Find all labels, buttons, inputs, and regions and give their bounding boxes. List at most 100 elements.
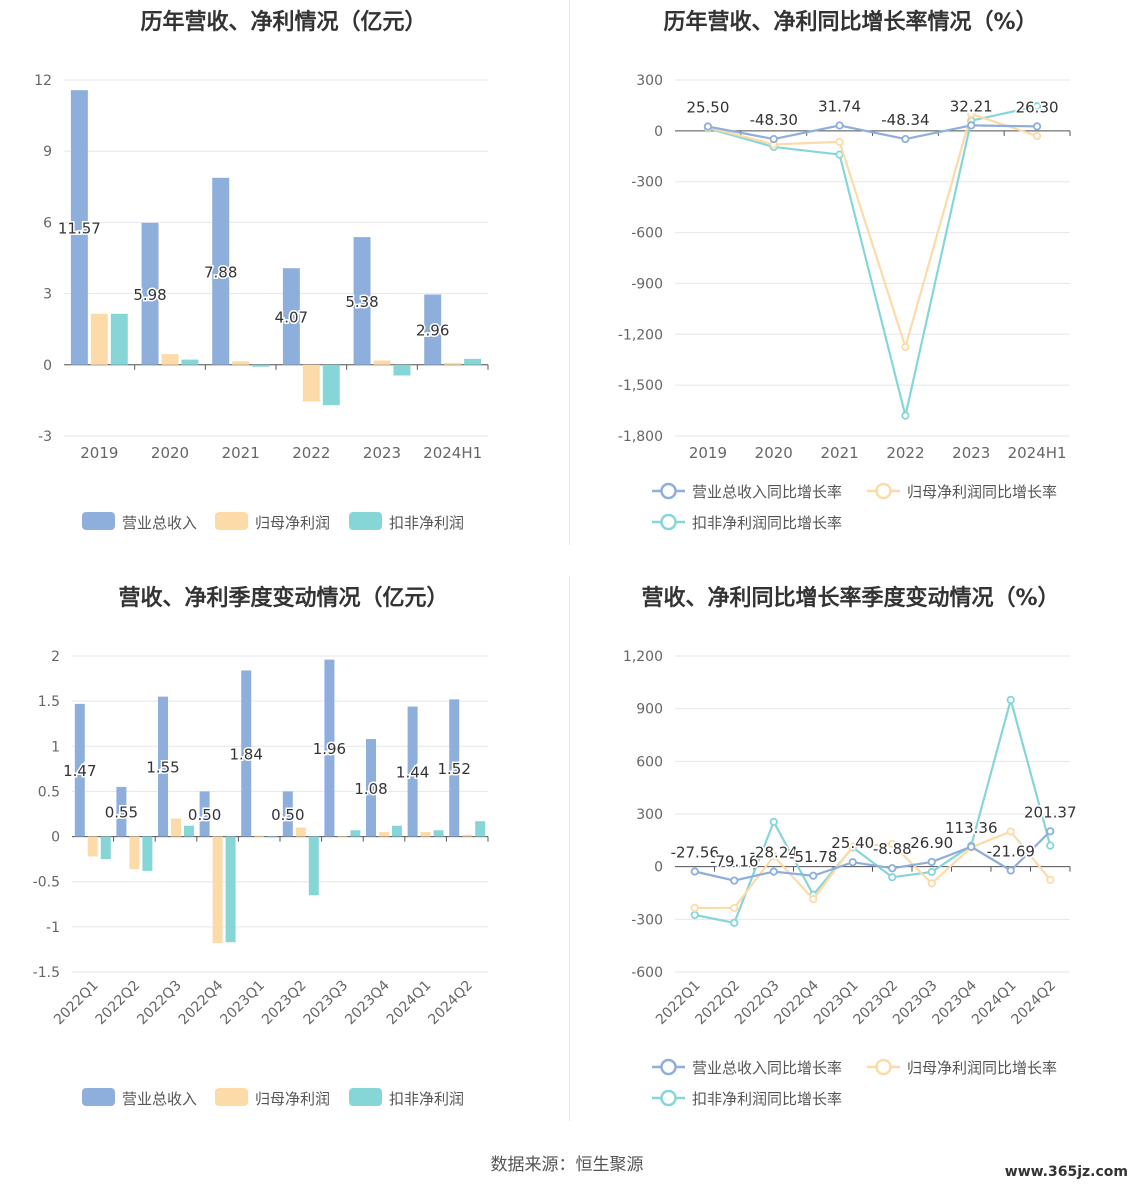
bar-net-profit (462, 834, 473, 837)
data-point (703, 122, 713, 131)
bar-deducted-profit (225, 836, 236, 943)
data-label: 7.88 (204, 263, 237, 281)
chart-title: 历年营收、净利同比增长率情况（%） (663, 10, 1038, 35)
watermark: www.365jz.com (1004, 1164, 1128, 1180)
data-point (769, 852, 778, 861)
bar-revenue (324, 659, 335, 837)
y-tick-label: 0 (43, 358, 52, 374)
data-point (967, 121, 976, 130)
x-tick-label: 2024H1 (423, 444, 482, 462)
legend-label: 归母净利润 (255, 514, 330, 532)
y-tick-label: 300 (636, 73, 663, 89)
legend-marker (660, 482, 677, 500)
data-label: 1.44 (396, 764, 429, 782)
x-tick-label: 2024Q1 (384, 978, 435, 1029)
data-point (888, 864, 897, 873)
data-label: 0.55 (105, 804, 138, 822)
y-tick-label: 0 (654, 124, 663, 140)
data-label: 31.74 (818, 97, 861, 115)
bar-revenue (366, 739, 377, 837)
legend-marker (660, 1058, 677, 1076)
bar-net-profit (161, 354, 179, 365)
y-tick-label: 900 (636, 702, 663, 718)
x-tick-label: 2024Q2 (1008, 978, 1059, 1029)
x-tick-label: 2023Q1 (217, 978, 268, 1029)
bar-revenue (212, 177, 230, 365)
bar-revenue (407, 706, 418, 837)
legend-swatch (349, 512, 382, 530)
data-point (927, 879, 936, 888)
bar-deducted-profit (393, 364, 411, 376)
data-label: 11.57 (58, 220, 101, 238)
data-point (809, 895, 818, 904)
data-label: -48.30 (750, 111, 798, 129)
data-point (690, 867, 699, 876)
data-point (927, 857, 936, 867)
data-source: 数据来源：恒生聚源 (490, 1155, 644, 1175)
y-tick-label: 300 (636, 807, 663, 823)
series-line-0 (707, 124, 1038, 141)
data-point (1032, 131, 1042, 141)
data-label: 1.55 (146, 759, 179, 777)
bar-net-profit (373, 360, 391, 365)
x-tick-label: 2022 (292, 444, 330, 462)
data-label: 26.90 (910, 834, 953, 852)
chart-title: 营收、净利季度变动情况（亿元） (118, 586, 449, 611)
bar-net-profit (212, 836, 223, 944)
y-tick-label: 0.5 (38, 784, 60, 800)
data-point (730, 918, 739, 927)
bar-revenue (424, 294, 442, 365)
bar-net-profit (379, 832, 389, 837)
bar-net-profit (302, 364, 320, 402)
bar-deducted-profit (350, 830, 361, 837)
bar-revenue (241, 670, 252, 837)
divider (569, 0, 570, 545)
data-point (690, 903, 699, 913)
data-label: -79.16 (710, 853, 758, 871)
divider (569, 576, 570, 1121)
data-label: 113.36 (945, 819, 998, 837)
y-tick-label: 6 (43, 215, 52, 231)
legend-label: 营业总收入同比增长率 (692, 483, 842, 501)
data-point (690, 910, 699, 920)
chart-quarterly-revenue: 21.510.50-0.5-1-1.52022Q12022Q22022Q3202… (33, 649, 489, 1108)
bar-deducted-profit (252, 364, 270, 367)
bar-deducted-profit (181, 359, 199, 365)
panel-quarterly-growth: 营收、净利同比增长率季度变动情况（%） 1,200 900 600 300 0 -300 -… (567, 576, 1134, 1136)
x-tick-label: 2024H1 (1008, 444, 1067, 462)
legend-label: 归母净利润同比增长率 (907, 1059, 1057, 1077)
bar-revenue (282, 268, 300, 365)
data-point (809, 871, 818, 880)
data-point (1032, 122, 1042, 131)
series-line-2 (707, 105, 1038, 416)
bar-deducted-profit (142, 836, 153, 871)
legend-label: 营业总收入 (122, 514, 197, 532)
bar-revenue (74, 703, 85, 837)
bar-deducted-profit (110, 313, 128, 365)
legend-swatch (82, 512, 115, 530)
chart-title: 历年营收、净利情况（亿元） (140, 10, 427, 35)
data-point (967, 842, 976, 851)
bar-revenue (353, 237, 371, 365)
bar-net-profit (420, 832, 431, 837)
data-label: 25.40 (831, 834, 874, 852)
legend-label: 扣非净利润同比增长率 (692, 514, 842, 532)
x-tick-label: 2022Q4 (176, 977, 227, 1028)
data-point (769, 867, 778, 876)
bar-deducted-profit (433, 830, 444, 837)
x-tick-label: 2021 (222, 444, 260, 462)
y-tick-label: -1,500 (618, 378, 663, 394)
bar-deducted-profit (183, 825, 194, 837)
chart-title: 营收、净利同比增长率季度变动情况（%） (641, 586, 1060, 611)
legend-marker (660, 1089, 677, 1107)
x-tick-label: 2020 (151, 444, 189, 462)
data-label: 0.50 (271, 806, 304, 824)
legend-label: 扣非净利润 (389, 1090, 464, 1108)
data-point (888, 839, 897, 848)
x-tick-label: 2023Q3 (301, 978, 352, 1029)
data-label: 25.50 (686, 99, 729, 117)
bar-net-profit (171, 818, 181, 837)
x-tick-label: 2022Q1 (51, 978, 102, 1029)
chart-annual-growth: 300 0 -300 -600 -900 -1,200 -1,500 -1,800 2019 20… (618, 73, 1071, 532)
x-tick-label: 2021 (820, 444, 858, 462)
